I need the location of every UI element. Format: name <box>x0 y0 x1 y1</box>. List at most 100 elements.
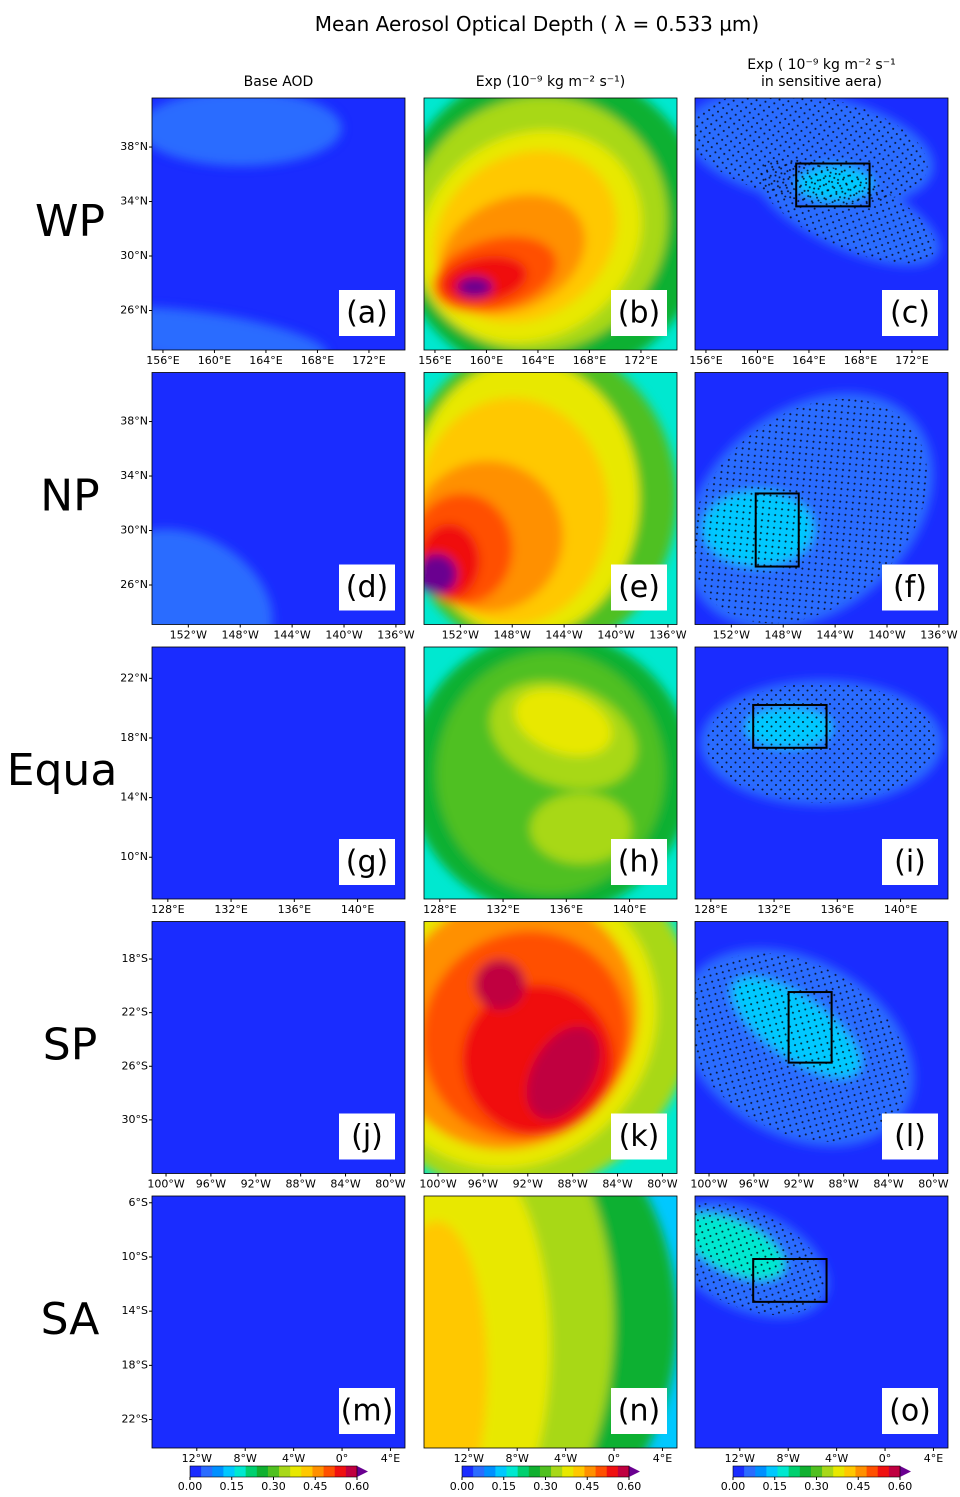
panel-frame <box>694 921 949 1174</box>
panel-letter: (n) <box>618 1394 660 1429</box>
x-tick-label: 168°E <box>573 354 606 367</box>
column-header: Exp ( 10⁻⁹ kg m⁻² s⁻¹ <box>747 57 895 73</box>
sensitive-area-box <box>752 703 828 749</box>
colorbar-segment <box>595 1466 608 1477</box>
field-contour <box>424 1221 488 1448</box>
field-group <box>152 529 273 625</box>
x-tick-label: 140°W <box>868 629 905 642</box>
row-label: WP <box>35 196 105 247</box>
panel-letter-box <box>611 1388 667 1434</box>
x-tick-label: 156°E <box>689 354 722 367</box>
colorbar-tick-label: 0.15 <box>492 1480 517 1493</box>
field-group <box>424 647 677 899</box>
x-tick-label: 152°W <box>442 629 479 642</box>
x-tick-label: 100°W <box>419 1178 456 1191</box>
panel-frame <box>694 372 949 625</box>
significance-dots <box>695 398 928 624</box>
x-tick-label: 12°W <box>182 1452 212 1465</box>
y-tick-label: 22°N <box>120 671 148 684</box>
y-tick-label: 18°S <box>122 952 148 965</box>
row-label: Equa <box>7 745 118 796</box>
colorbar-segment <box>517 1466 530 1477</box>
x-tick-label: 132°E <box>486 903 519 916</box>
x-tick-label: 136°W <box>377 629 414 642</box>
colorbar-extend <box>357 1466 368 1477</box>
x-tick-label: 4°W <box>554 1452 577 1465</box>
map-panel <box>424 372 677 625</box>
colorbar-tick-label: 0.60 <box>888 1480 913 1493</box>
panel-letter-box <box>882 564 938 611</box>
x-tick-label: 140°W <box>597 629 634 642</box>
x-tick-label: 144°W <box>816 629 853 642</box>
y-tick-label: 14°N <box>120 791 148 804</box>
sensitive-area-box <box>752 1258 828 1303</box>
x-tick-label: 80°W <box>375 1178 405 1191</box>
colorbar-segment <box>334 1466 347 1477</box>
panel-letter-box <box>611 1113 667 1160</box>
colorbar-segment <box>256 1466 269 1477</box>
colorbar-segment <box>766 1466 779 1477</box>
colorbar-segment <box>301 1466 313 1477</box>
map-panel <box>152 98 405 350</box>
colorbar-segment <box>606 1466 619 1477</box>
significance-dots <box>695 98 928 205</box>
colorbar-tick-label: 0.45 <box>303 1480 328 1493</box>
field-contour <box>514 689 612 756</box>
field-contour <box>152 529 273 625</box>
x-tick-label: 168°E <box>844 354 877 367</box>
y-tick-label: 38°N <box>120 140 148 153</box>
x-tick-label: 100°W <box>690 1178 727 1191</box>
x-tick-label: 136°E <box>821 903 854 916</box>
panel-letter: (o) <box>889 1394 931 1429</box>
panel-letter: (h) <box>618 845 660 880</box>
panel-letter: (l) <box>894 1119 926 1154</box>
panel-letter-box <box>611 290 667 336</box>
x-tick-label: 132°E <box>214 903 247 916</box>
panel-letter-box <box>882 839 938 885</box>
x-tick-label: 92°W <box>784 1178 814 1191</box>
x-tick-label: 172°E <box>352 354 385 367</box>
x-tick-label: 152°W <box>713 629 750 642</box>
colorbar-segment <box>190 1466 202 1477</box>
colorbar-segment <box>573 1466 585 1477</box>
x-tick-label: 164°E <box>792 354 825 367</box>
panel-letter-box <box>882 290 938 336</box>
colorbar-tick-label: 0.00 <box>450 1480 475 1493</box>
y-tick-label: 14°S <box>122 1304 148 1317</box>
panel-letter-box <box>611 564 667 611</box>
colorbar-segment <box>810 1466 823 1477</box>
panel-letter: (c) <box>890 296 930 331</box>
x-tick-label: 152°W <box>170 629 207 642</box>
colorbar-segment <box>245 1466 258 1477</box>
colorbar-tick-label: 0.60 <box>345 1480 370 1493</box>
panel-frame <box>151 97 406 351</box>
x-tick-label: 136°E <box>550 903 583 916</box>
significance-dots <box>706 682 937 803</box>
x-tick-label: 156°E <box>146 354 179 367</box>
significance-dots <box>758 159 936 264</box>
x-tick-label: 0° <box>608 1452 621 1465</box>
colorbar-segment <box>495 1466 508 1477</box>
x-tick-label: 96°W <box>739 1178 769 1191</box>
panel-letter-box <box>882 1388 938 1434</box>
panel-letter-box <box>339 290 395 336</box>
colorbar-tick-label: 0.30 <box>804 1480 829 1493</box>
x-tick-label: 8°W <box>506 1452 529 1465</box>
colorbar-segment <box>822 1466 834 1477</box>
field-group <box>424 1196 677 1448</box>
colorbar-tick-label: 0.45 <box>575 1480 600 1493</box>
colorbar-segment <box>290 1466 302 1477</box>
colorbar-segment <box>212 1466 224 1477</box>
x-tick-label: 4°W <box>825 1452 848 1465</box>
y-tick-label: 18°S <box>122 1358 148 1371</box>
x-tick-label: 84°W <box>873 1178 903 1191</box>
colorbar-tick-label: 0.15 <box>763 1480 788 1493</box>
column-header: Base AOD <box>244 74 314 90</box>
colorbar-segment <box>528 1466 541 1477</box>
x-tick-label: 92°W <box>241 1178 271 1191</box>
x-tick-label: 136°W <box>649 629 686 642</box>
colorbar-segment <box>877 1466 890 1477</box>
y-tick-label: 22°S <box>122 1006 148 1019</box>
panel-letter: (g) <box>346 845 388 880</box>
map-panel <box>152 372 405 625</box>
